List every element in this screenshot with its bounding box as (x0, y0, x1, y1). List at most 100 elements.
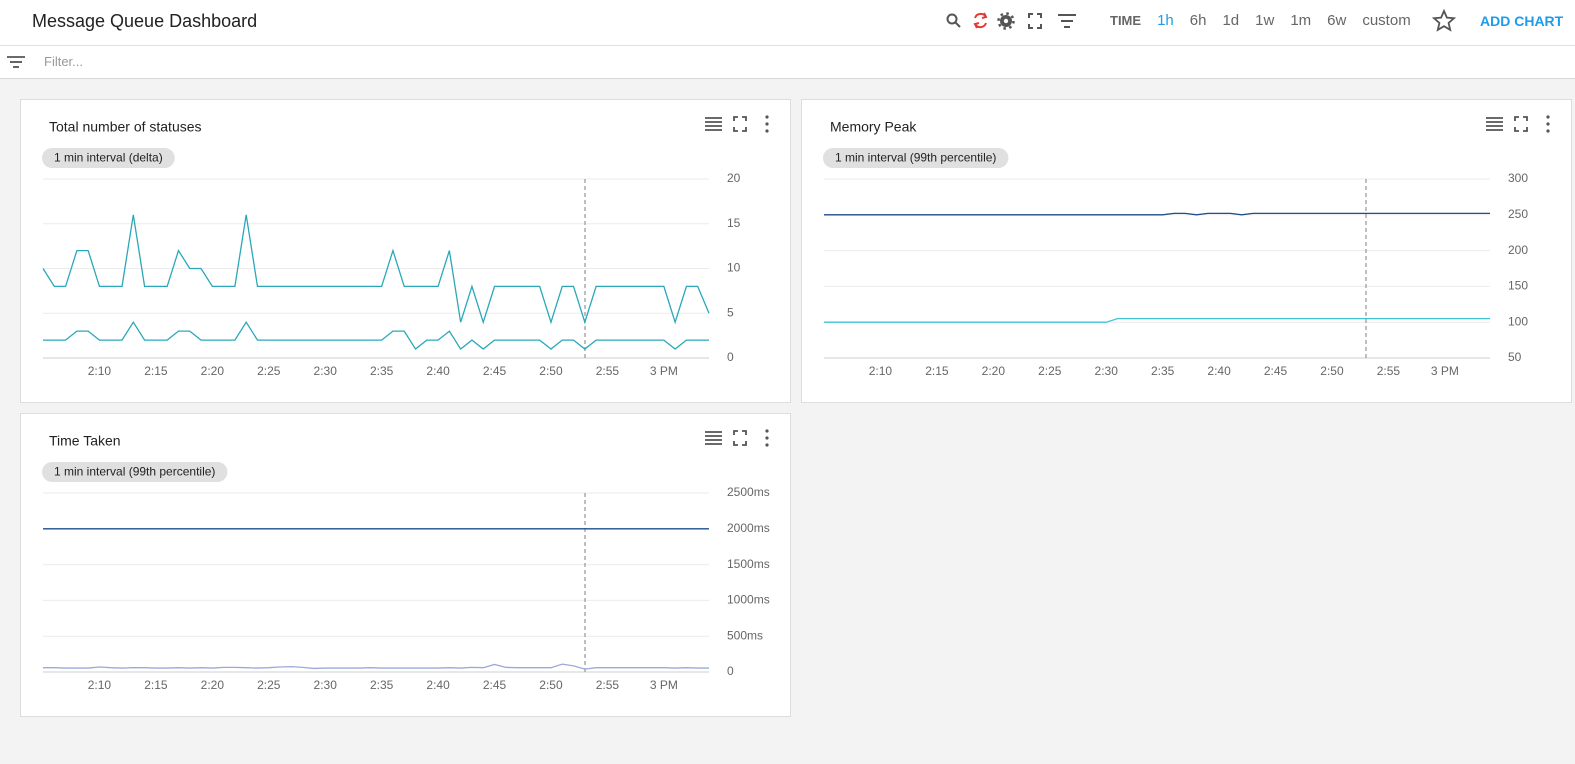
x-tick-label: 2:15 (144, 364, 168, 378)
refresh-icon[interactable] (973, 12, 988, 29)
x-tick-label: 2:50 (539, 364, 563, 378)
x-tick-label: 2:55 (1377, 364, 1401, 378)
series-line (42, 214, 710, 325)
y-tick-label: 2000ms (727, 521, 770, 535)
y-tick-label: 150 (1508, 279, 1528, 293)
y-tick-label: 5 (727, 305, 734, 319)
y-tick-label: 10 (727, 261, 741, 275)
filter-input[interactable]: Filter... (44, 54, 84, 69)
star-icon[interactable] (1432, 9, 1456, 33)
interval-chip (823, 148, 1009, 168)
y-tick-label: 100 (1508, 314, 1528, 328)
card-title: Total number of statuses (49, 119, 202, 135)
x-tick-label: 2:55 (596, 678, 620, 692)
chart-card: Time Taken 1 min interval (99th percentil… (20, 413, 791, 717)
x-tick-label: 2:45 (483, 678, 507, 692)
time-option[interactable]: 6h (1189, 12, 1207, 29)
card-title: Time Taken (49, 433, 121, 449)
fullscreen-icon[interactable] (1028, 13, 1042, 29)
x-tick-label: 2:10 (869, 364, 893, 378)
card-title: Memory Peak (830, 119, 917, 135)
series-line (43, 320, 709, 351)
more-icon-dot (765, 122, 769, 126)
chart-card: Total number of statuses 1 min interval (… (20, 99, 791, 403)
search-icon[interactable] (946, 13, 961, 28)
more-icon-dot (765, 429, 769, 433)
y-tick-label: 0 (727, 350, 734, 364)
filter-bar-icon[interactable] (6, 54, 26, 70)
x-tick-label: 3 PM (1431, 364, 1459, 378)
y-tick-label: 50 (1508, 350, 1522, 364)
card-actions[interactable] (705, 429, 769, 447)
expand-icon (733, 116, 747, 132)
y-tick-label: 500ms (727, 628, 763, 642)
time-option[interactable]: 1d (1222, 12, 1240, 29)
series-line (824, 317, 1490, 323)
more-icon-dot (765, 129, 769, 133)
more-icon-dot (1546, 129, 1550, 133)
time-option[interactable]: 1h (1157, 12, 1174, 29)
x-tick-label: 2:25 (257, 364, 281, 378)
time-option[interactable]: 1m (1290, 12, 1312, 29)
time-selector: TIME 1h 6h 1d 1w 1m 6w custom (1110, 12, 1411, 29)
chart: Memory Peak 1 min interval (99th percenti… (823, 115, 1550, 378)
x-tick-label: 2:50 (539, 678, 563, 692)
time-label: TIME (1110, 13, 1142, 28)
filter-icon[interactable] (1058, 14, 1076, 28)
more-icon-dot (765, 436, 769, 440)
x-tick-label: 2:25 (257, 678, 281, 692)
interval-chip-label: 1 min interval (delta) (54, 151, 163, 165)
card-actions[interactable] (705, 115, 769, 133)
time-option[interactable]: custom (1362, 12, 1411, 29)
more-icon-dot (1546, 122, 1550, 126)
x-tick-label: 2:35 (370, 678, 394, 692)
x-tick-label: 2:20 (201, 678, 225, 692)
x-tick-label: 2:30 (314, 678, 338, 692)
x-tick-label: 2:10 (88, 364, 112, 378)
filter-bar: Filter... (0, 46, 1575, 79)
expand-icon (733, 430, 747, 446)
interval-chip-label: 1 min interval (99th percentile) (54, 465, 215, 479)
y-tick-label: 300 (1508, 171, 1528, 185)
card-actions[interactable] (1486, 115, 1550, 133)
x-tick-label: 2:15 (144, 678, 168, 692)
x-tick-label: 2:25 (1038, 364, 1062, 378)
y-tick-label: 200 (1508, 243, 1528, 257)
x-tick-label: 2:40 (426, 678, 450, 692)
top-bar: Message Queue Dashboard TIME 1h 6h 1d 1w 1m 6… (0, 0, 1575, 46)
x-tick-label: 2:50 (1320, 364, 1344, 378)
chart-card: Memory Peak 1 min interval (99th percenti… (801, 99, 1572, 403)
x-tick-label: 2:35 (1151, 364, 1175, 378)
chart: Total number of statuses 1 min interval (… (42, 115, 769, 378)
settings-icon[interactable] (997, 12, 1015, 30)
x-tick-label: 2:40 (426, 364, 450, 378)
x-tick-label: 2:45 (1264, 364, 1288, 378)
x-tick-label: 2:30 (314, 364, 338, 378)
chart: Time Taken 1 min interval (99th percentil… (42, 429, 770, 692)
interval-chip (42, 148, 175, 168)
x-tick-label: 2:30 (1095, 364, 1119, 378)
x-tick-label: 2:20 (982, 364, 1006, 378)
more-icon-dot (765, 115, 769, 119)
time-option[interactable]: 6w (1327, 12, 1347, 29)
x-tick-label: 3 PM (650, 678, 678, 692)
add-chart-button[interactable]: ADD CHART (1480, 13, 1564, 29)
y-tick-label: 0 (727, 664, 734, 678)
y-tick-label: 1000ms (727, 593, 770, 607)
interval-chip-label: 1 min interval (99th percentile) (835, 151, 996, 165)
dashboard-title: Message Queue Dashboard (32, 11, 258, 31)
x-tick-label: 3 PM (650, 364, 678, 378)
x-tick-label: 2:35 (370, 364, 394, 378)
interval-chip (42, 462, 228, 482)
x-tick-label: 2:55 (596, 364, 620, 378)
y-tick-label: 250 (1508, 207, 1528, 221)
time-option[interactable]: 1w (1255, 12, 1275, 29)
x-tick-label: 2:20 (201, 364, 225, 378)
series-line (824, 212, 1490, 216)
toolbar-icons (946, 12, 1076, 30)
x-tick-label: 2:15 (925, 364, 949, 378)
x-tick-label: 2:40 (1207, 364, 1231, 378)
series-line (43, 663, 709, 670)
x-tick-label: 2:10 (88, 678, 112, 692)
